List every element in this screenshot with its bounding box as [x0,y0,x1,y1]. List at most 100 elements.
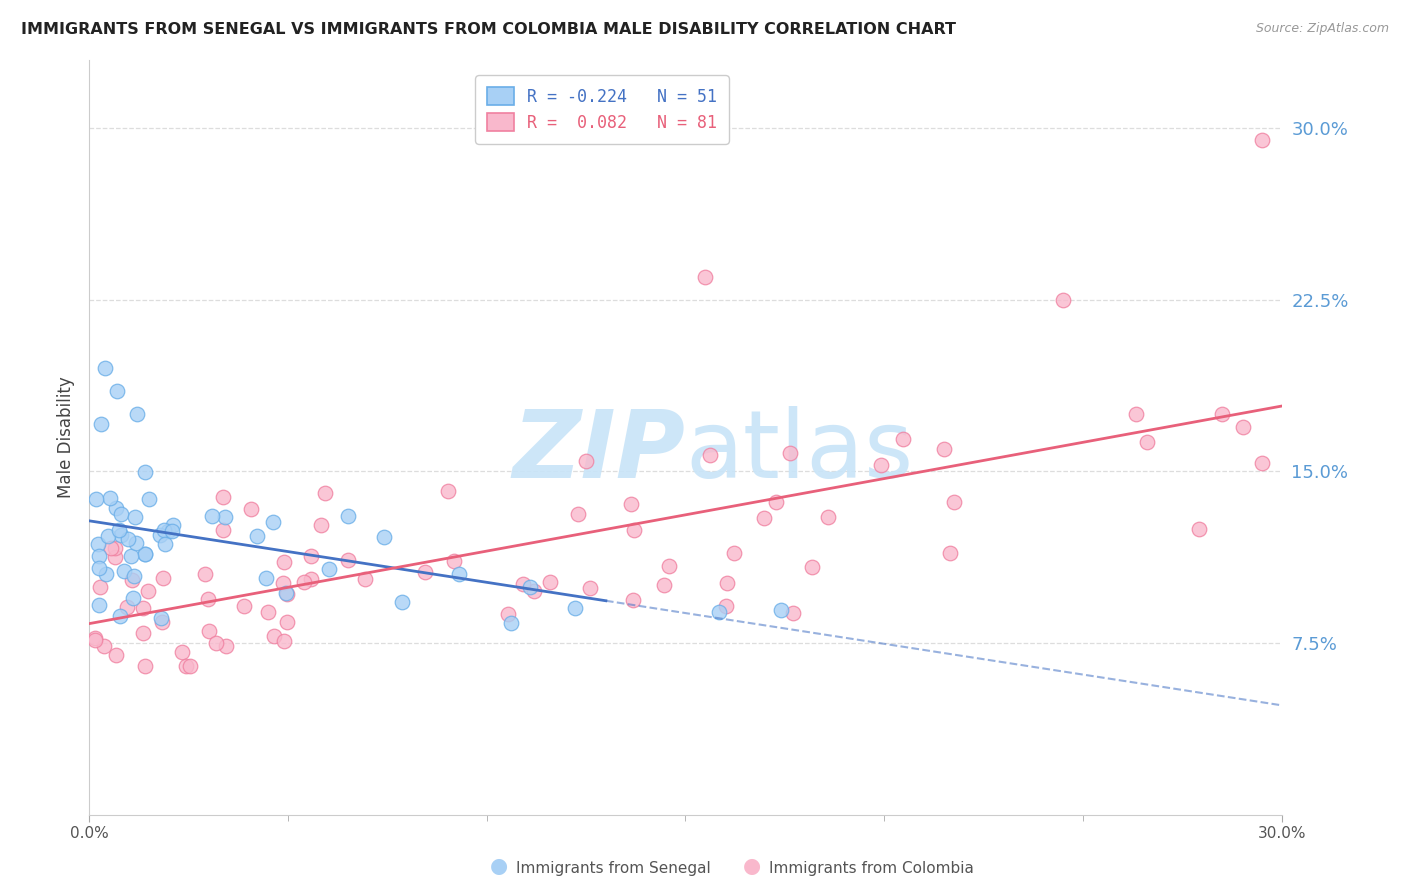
Point [94,361,117,376]
Point [1250,133,1272,147]
Point [197,592,219,607]
Point [779,445,801,459]
Point [336,509,359,524]
Point [934,442,956,456]
Point [257,605,280,619]
Point [110,527,132,541]
Point [90,417,112,432]
Text: Source: ZipAtlas.com: Source: ZipAtlas.com [1256,22,1389,36]
Point [194,566,217,581]
Point [104,541,127,556]
Point [104,648,127,662]
Point [274,586,297,600]
Point [112,564,135,578]
Point [89,580,111,594]
Point [623,524,645,538]
Point [271,576,294,591]
Point [314,486,336,500]
Point [136,584,159,599]
Point [658,558,681,573]
Point [716,576,738,591]
Point [153,537,176,551]
Point [336,553,359,567]
Point [96,529,118,543]
Point [942,495,965,509]
Point [87,598,110,612]
Point [567,507,589,521]
Point [292,574,315,589]
Point [134,658,156,673]
Point [695,269,717,284]
Point [311,518,333,533]
Point [538,575,561,590]
Point [575,454,598,468]
Point [132,626,155,640]
Point [89,549,111,564]
Point [1052,293,1074,307]
Point [782,607,804,621]
Point [122,568,145,582]
Point [239,502,262,516]
Point [150,615,173,629]
Point [1232,420,1254,434]
Point [1250,456,1272,470]
Point [273,555,295,569]
Point [699,448,721,462]
Point [447,566,470,581]
Text: atlas: atlas [685,406,914,498]
Point [153,523,176,537]
Point [98,491,121,505]
Point [125,536,148,550]
Point [170,645,193,659]
Point [391,595,413,609]
Point [233,599,256,614]
Y-axis label: Male Disability: Male Disability [58,376,75,498]
Point [134,465,156,479]
Point [1188,522,1211,536]
Point [621,592,644,607]
Point [122,591,145,606]
Point [83,632,105,646]
Point [443,554,465,568]
Point [110,507,132,521]
Point [523,583,546,598]
Point [723,546,745,560]
Point [86,491,108,506]
Point [215,639,238,653]
Point [134,548,156,562]
Point [1211,407,1233,421]
Point [765,495,787,509]
Point [769,602,792,616]
Point [273,634,295,648]
Point [891,432,914,446]
Point [93,640,115,654]
Point [707,606,730,620]
Point [299,572,322,586]
Point [104,500,127,515]
Text: ●: ● [744,856,761,876]
Point [138,492,160,507]
Point [801,560,824,574]
Point [262,516,284,530]
Point [413,566,436,580]
Point [149,528,172,542]
Point [134,547,156,561]
Point [124,509,146,524]
Point [354,572,377,586]
Point [157,524,180,539]
Point [1136,435,1159,450]
Point [246,529,269,543]
Text: Immigrants from Colombia: Immigrants from Colombia [769,861,974,876]
Point [108,609,131,624]
Point [179,658,201,673]
Point [870,458,893,472]
Point [512,577,534,591]
Legend: R = -0.224   N = 51, R =  0.082   N = 81: R = -0.224 N = 51, R = 0.082 N = 81 [475,76,728,144]
Point [115,599,138,614]
Point [373,530,395,544]
Point [83,633,105,648]
Point [152,571,174,585]
Point [108,523,131,537]
Point [89,561,111,575]
Point [174,658,197,673]
